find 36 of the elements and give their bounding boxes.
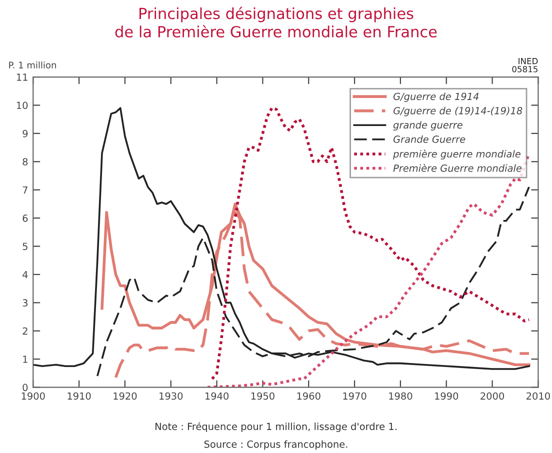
legend-label: première guerre mondiale [393,150,520,160]
y-tick-label: 4 [22,271,28,278]
y-tick-label: 0 [22,384,28,392]
y-tick-label: 5 [22,242,28,250]
x-tick-label: 1980 [389,392,412,400]
legend-label: Grande Guerre [393,135,466,143]
legend-label: grande guerre [393,121,462,131]
y-tick-label: 6 [22,214,28,222]
source-note: Source : Corpus francophone. [204,440,348,450]
y-tick-label: 11 [16,74,28,81]
y-tick-label: 8 [22,158,28,166]
x-tick-label: 2000 [480,392,504,400]
y-tick-label: 1 [23,356,28,363]
x-tick-label: 1940 [205,392,229,400]
y-tick-label: 10 [16,102,28,110]
text: INED 05815 [512,58,538,72]
x-tick-label: 1930 [160,392,183,400]
x-tick-label: 1990 [435,392,458,400]
y-tick-label: 9 [22,130,28,138]
x-tick-label: 1920 [114,392,137,400]
y-axis-title: P. 1 million [9,61,56,68]
x-tick-label: 1900 [22,392,45,400]
y-tick-label: 2 [22,327,28,335]
x-tick-label: 1970 [343,392,366,400]
legend-label: Première Guerre mondiale [393,164,522,172]
x-tick-label: 1960 [297,392,320,400]
x-tick-label: 2010 [526,392,550,400]
y-tick-label: 3 [22,299,28,307]
y-tick-label: 7 [22,186,28,194]
chart-title: Principales désignations et graphies de la Première Guerre mondiale en France [115,6,437,38]
text: Note : Fréquence pour 1 million, lissage d'ordre 1. [156,422,396,432]
legend-label: G/guerre de (19)14-(19)18 [393,106,522,116]
legend-label: G/guerre de 1914 [393,92,479,102]
x-tick-label: 1950 [251,392,274,400]
line-series [210,106,530,380]
x-tick-label: 1910 [68,392,91,400]
